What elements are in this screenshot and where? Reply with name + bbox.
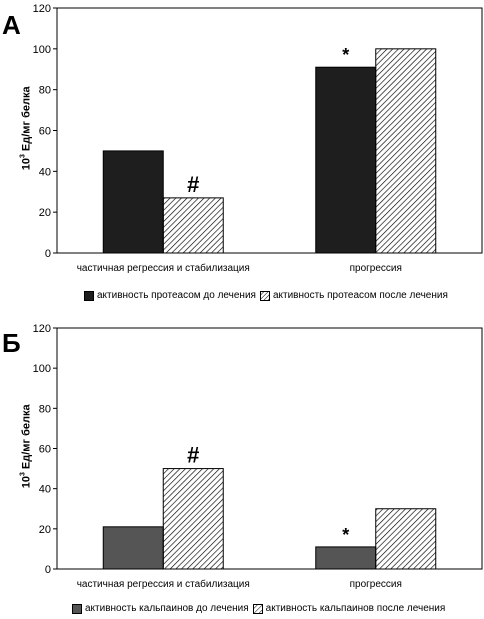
legend-label-before-a: активность протеасом до лечения	[97, 290, 256, 301]
significance-hash: #	[187, 172, 199, 197]
y-tick-label: 100	[33, 363, 51, 375]
y-tick-label: 60	[39, 126, 51, 138]
panel-letter-a: А	[2, 10, 21, 40]
legend-label-before-b: активность кальпаинов до лечения	[85, 603, 249, 614]
legend-entry-after-b: активность кальпаинов после лечения	[252, 603, 446, 614]
bar-before-1	[315, 66, 377, 254]
bar-chart-b: 0 20 40 60 80 100 120 частичная регрессия и ста…	[33, 323, 483, 590]
bar-after-0	[162, 468, 224, 570]
panel-letter-b: Б	[2, 328, 21, 358]
y-tick-label: 40	[39, 484, 51, 496]
y-tick-label: 20	[39, 524, 51, 536]
legend-swatch-before-b	[72, 603, 82, 614]
bar-before-0	[102, 526, 164, 570]
legend-swatch-after-b	[252, 603, 263, 614]
legend-swatch-before-a	[84, 290, 94, 301]
x-category-label: частичная регрессия и стабилизация	[77, 578, 250, 590]
significance-asterisk: *	[342, 525, 349, 545]
bar-chart-a: 0 20 40 60 80 100 120 частичная регрессия и ста…	[33, 3, 483, 274]
legend-entry-after-a: активность протеасом после лечения	[259, 290, 448, 301]
y-tick-label: 60	[39, 444, 51, 456]
legend-label-after-a: активность протеасом после лечения	[272, 290, 448, 301]
legend-label-after-b: активность кальпаинов после лечения	[265, 603, 446, 614]
y-tick-label: 120	[33, 3, 51, 15]
significance-hash: #	[187, 443, 199, 468]
legend-entry-before-b: активность кальпаинов до лечения	[72, 603, 249, 614]
legend-swatch-after-a	[259, 290, 270, 301]
y-tick-label: 40	[39, 166, 51, 178]
bar-after-1	[375, 508, 437, 570]
y-tick-label: 120	[33, 323, 51, 335]
bar-before-1	[315, 546, 377, 570]
x-category-label: прогрессия	[350, 263, 402, 274]
y-tick-label: 100	[33, 44, 51, 56]
x-category-label: частичная регрессия и стабилизация	[77, 262, 250, 274]
significance-asterisk: *	[342, 45, 349, 65]
y-tick-label: 80	[39, 403, 51, 415]
x-category-label: прогрессия	[350, 579, 402, 590]
chart-panel-a: А 103 Ед/мг белка 0 20 40 60 80 100 120 частичн…	[2, 3, 483, 301]
bar-before-0	[102, 150, 164, 254]
legend-b: активность кальпаинов до лечения активно…	[72, 603, 449, 614]
y-tick-label: 0	[45, 564, 51, 576]
chart-panel-b: Б 103 Ед/мг белка 0 20 40 60 80 100 120 частичн…	[0, 320, 484, 619]
y-tick-label: 80	[39, 85, 51, 97]
bar-after-1	[375, 48, 437, 254]
y-tick-label: 20	[39, 207, 51, 219]
y-tick-label: 0	[45, 248, 51, 260]
legend-entry-before-a: активность протеасом до лечения	[84, 290, 256, 301]
legend-a: активность протеасом до лечения активнос…	[84, 290, 452, 301]
bar-after-0	[162, 197, 224, 254]
